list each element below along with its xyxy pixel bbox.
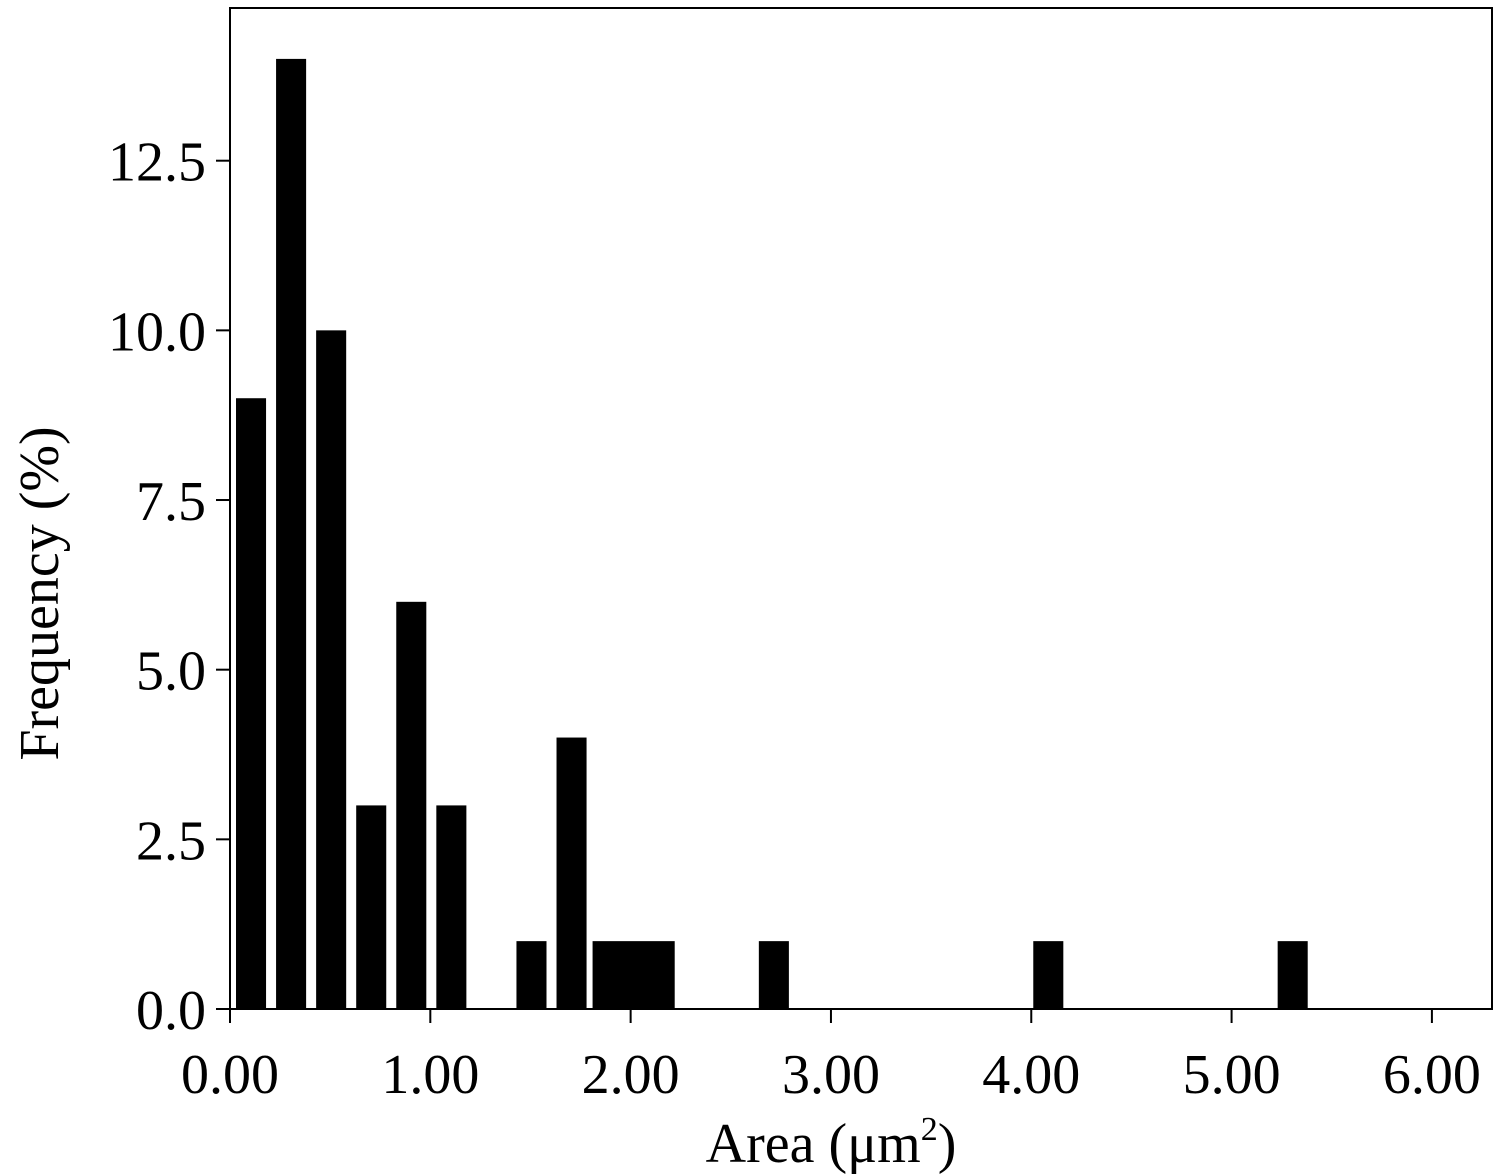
bar-11 — [1277, 941, 1308, 1009]
x-tick-label-6: 6.00 — [1383, 1044, 1481, 1106]
x-tick-label-3: 3.00 — [782, 1044, 880, 1106]
plot-frame — [229, 7, 1493, 1010]
x-tick-label-2: 2.00 — [582, 1044, 680, 1106]
bar-8 — [592, 941, 675, 1009]
y-tick-label-3: 7.5 — [136, 471, 206, 533]
x-axis-title-main: Area (μm — [706, 1113, 921, 1175]
bar-9 — [758, 941, 789, 1009]
x-tick-label-5: 5.00 — [1183, 1044, 1281, 1106]
bar-7 — [556, 737, 587, 1009]
bars-group — [236, 58, 1308, 1009]
bar-0 — [236, 398, 267, 1009]
bar-2 — [316, 330, 347, 1009]
y-tick-label-2: 5.0 — [136, 641, 206, 703]
bar-1 — [276, 58, 307, 1009]
x-tick-label-0: 0.00 — [181, 1044, 279, 1106]
y-axis-title: Frequency (%) — [9, 426, 71, 760]
x-axis-title-superscript: 2 — [921, 1111, 938, 1148]
bar-5 — [436, 805, 467, 1009]
bar-3 — [356, 805, 387, 1009]
y-axis: 0.0 2.5 5.0 7.5 10.0 12.5 — [108, 132, 230, 1042]
x-tick-label-4: 4.00 — [982, 1044, 1080, 1106]
y-tick-label-4: 10.0 — [108, 301, 206, 363]
bar-6 — [516, 941, 547, 1009]
x-axis: 0.00 1.00 2.00 3.00 4.00 5.00 6.00 — [181, 1009, 1481, 1106]
bar-4 — [396, 601, 427, 1009]
x-axis-title-close: ) — [938, 1113, 957, 1175]
x-tick-label-1: 1.00 — [381, 1044, 479, 1106]
y-tick-label-1: 2.5 — [136, 810, 206, 872]
y-tick-label-5: 12.5 — [108, 132, 206, 194]
x-axis-title: Area (μm2) — [706, 1111, 957, 1175]
y-tick-label-0: 0.0 — [136, 980, 206, 1042]
bar-10 — [1033, 941, 1064, 1009]
